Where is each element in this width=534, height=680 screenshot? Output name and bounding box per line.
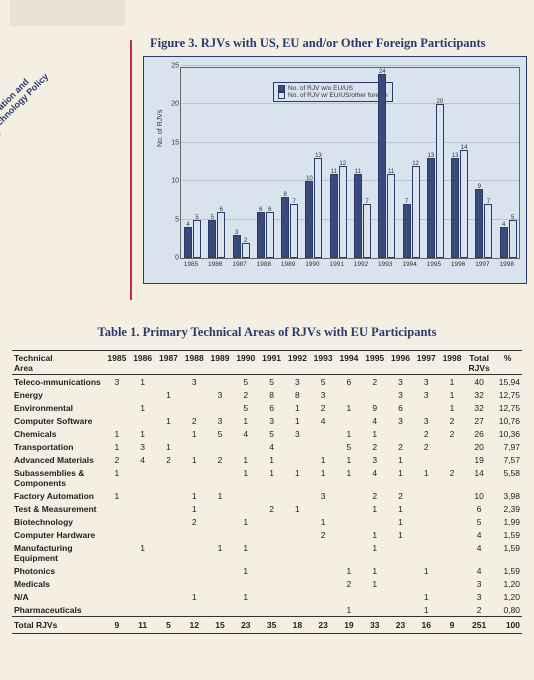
table-container: TechnicalArea198519861987198819891990199… xyxy=(12,350,522,634)
table-row: N/A11131,20 xyxy=(12,590,522,603)
table-title: Table 1. Primary Technical Areas of RJVs… xyxy=(0,325,534,340)
chart-legend: No. of RJV w/o EU/US No. of RJV w/ EU/US… xyxy=(273,82,393,102)
table-row: Transportation13145222207,97 xyxy=(12,440,522,453)
x-axis-labels: 1985198619871988198919901991199219931994… xyxy=(180,261,520,273)
table-row: Advanced Materials24212111131197,57 xyxy=(12,453,522,466)
table-row: Teleco-mmunications3135535623314015,94 xyxy=(12,375,522,389)
table-row: Medicals2131,20 xyxy=(12,577,522,590)
legend-swatch-a xyxy=(278,85,285,92)
figure-title: Figure 3. RJVs with US, EU and/or Other … xyxy=(150,36,486,51)
legend-label-b: No. of RJV w/ EU/US/other foreign xyxy=(288,92,388,99)
vertical-rule xyxy=(130,40,132,300)
legend-item: No. of RJV w/o EU/US xyxy=(278,85,388,92)
table-row: Photonics111141,59 xyxy=(12,564,522,577)
chart-plot: No. of RJV w/o EU/US No. of RJV w/ EU/US… xyxy=(180,67,520,259)
table-row: Pharmaceuticals1120,80 xyxy=(12,603,522,617)
legend-label-a: No. of RJV w/o EU/US xyxy=(288,85,353,92)
table-row: Environmental1561219613212,75 xyxy=(12,401,522,414)
table-row: Computer Hardware21141,59 xyxy=(12,528,522,541)
table-body: Teleco-mmunications3135535623314015,94En… xyxy=(12,375,522,634)
chart-container: No. of RJVs No. of RJV w/o EU/US No. of … xyxy=(143,56,527,284)
table-row: Subassemblies & Components1111114112145,… xyxy=(12,466,522,489)
table-row: Factory Automation111322103,98 xyxy=(12,489,522,502)
table-total-row: Total RJVs911512152335182319332316925110… xyxy=(12,617,522,634)
table-row: Manufacturing Equipment111141,59 xyxy=(12,541,522,564)
table-row: Test & Measurement1211162,39 xyxy=(12,502,522,515)
y-axis-title: No. of RJVs xyxy=(157,110,164,147)
table-header-row: TechnicalArea198519861987198819891990199… xyxy=(12,351,522,375)
table-row: Chemicals111545311222610,36 xyxy=(12,427,522,440)
table-row: Biotechnology211151,99 xyxy=(12,515,522,528)
data-table: TechnicalArea198519861987198819891990199… xyxy=(12,350,522,634)
table-row: Energy1328833313212,75 xyxy=(12,388,522,401)
top-shade xyxy=(10,0,125,26)
side-label: nnovation and Technology Policy xyxy=(0,65,51,135)
legend-item: No. of RJV w/ EU/US/other foreign xyxy=(278,92,388,99)
table-row: Computer Software123131443322710,76 xyxy=(12,414,522,427)
legend-swatch-b xyxy=(278,92,285,99)
